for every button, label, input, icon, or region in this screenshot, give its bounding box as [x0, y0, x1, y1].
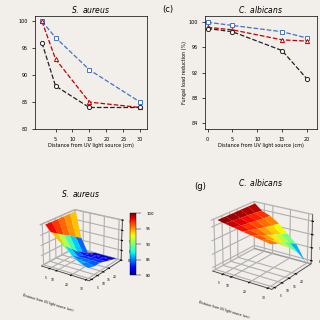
Title: $\it{C.}$ $\it{albicans}$: $\it{C.}$ $\it{albicans}$	[238, 177, 284, 188]
X-axis label: Distance from UV light source (cm): Distance from UV light source (cm)	[48, 143, 134, 148]
Title: $\it{C.}$ $\it{albicans}$: $\it{C.}$ $\it{albicans}$	[238, 4, 284, 15]
Text: (c): (c)	[163, 5, 174, 14]
Title: $\it{S.}$ $\it{aureus}$: $\it{S.}$ $\it{aureus}$	[61, 188, 100, 199]
Text: (g): (g)	[194, 182, 206, 191]
Title: $\it{S.}$ $\it{aureus}$: $\it{S.}$ $\it{aureus}$	[71, 4, 111, 15]
X-axis label: Distance from UV light source (cm): Distance from UV light source (cm)	[198, 300, 250, 319]
X-axis label: Distance from UV light source (cm): Distance from UV light source (cm)	[218, 143, 304, 148]
Y-axis label: Fungal load reduction (%): Fungal load reduction (%)	[182, 41, 187, 104]
X-axis label: Distance from UV light source (cm): Distance from UV light source (cm)	[21, 293, 73, 313]
